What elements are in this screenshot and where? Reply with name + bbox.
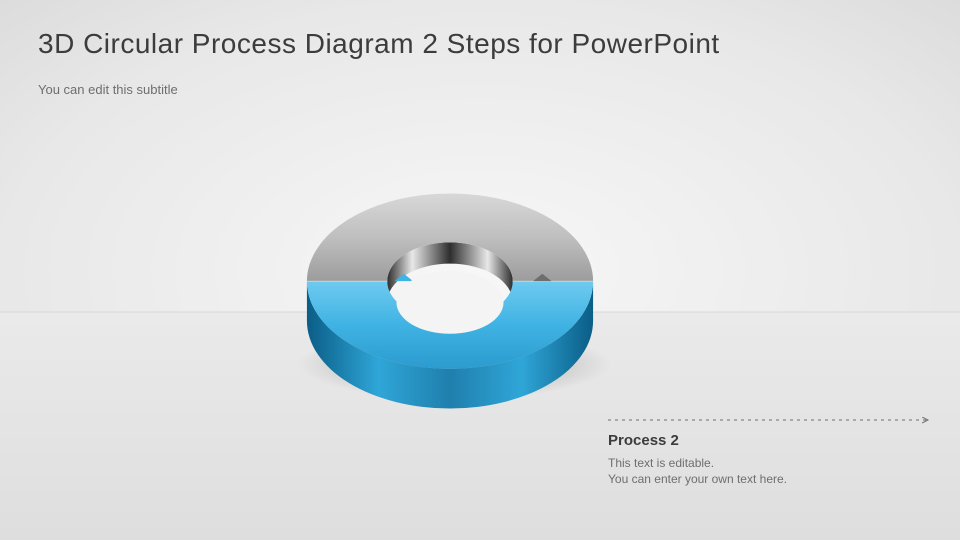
ring-hole-top (396, 271, 503, 334)
slide: 3D Circular Process Diagram 2 Steps for … (0, 0, 960, 540)
callout-body-line1: This text is editable. (608, 456, 714, 470)
callout-body: This text is editable. You can enter you… (608, 455, 928, 487)
page-title: 3D Circular Process Diagram 2 Steps for … (38, 28, 720, 60)
callout-body-line2: You can enter your own text here. (608, 472, 787, 486)
circular-diagram (290, 175, 610, 415)
callout-title: Process 2 (608, 432, 928, 449)
segment-process-1-top (307, 193, 593, 281)
page-subtitle: You can edit this subtitle (38, 82, 178, 97)
